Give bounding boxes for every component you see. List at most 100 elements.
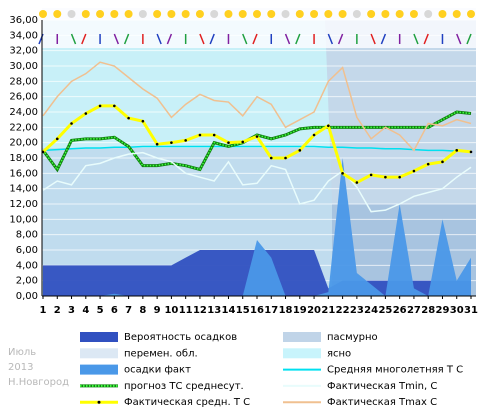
x-tick-label: 7	[125, 305, 132, 316]
wind-arrow	[413, 33, 419, 45]
sun-icon	[281, 10, 290, 18]
y-tick-label: 24,00	[9, 107, 38, 118]
y-tick-label: 14,00	[9, 184, 38, 195]
x-tick-label: 12	[193, 305, 207, 316]
x-tick-label: 6	[111, 305, 118, 316]
wind-arrow	[70, 33, 77, 45]
point	[184, 139, 187, 142]
sun-icon	[238, 10, 247, 18]
sun-icon	[39, 10, 47, 18]
wind-arrow	[199, 33, 205, 45]
x-tick-label: 1	[40, 305, 47, 316]
legend-swatch	[80, 332, 118, 342]
point	[84, 112, 88, 115]
legend-swatch	[283, 348, 321, 359]
x-tick-label: 11	[179, 305, 193, 316]
point	[227, 141, 230, 144]
x-tick-label: 29	[436, 305, 450, 316]
sun-icon	[224, 10, 233, 18]
sun-icon	[324, 10, 333, 18]
note-city: Н.Новгород	[8, 377, 69, 388]
point	[141, 119, 145, 123]
y-tick-label: 2,00	[16, 276, 38, 287]
wind-arrow	[370, 33, 376, 45]
x-tick-label: 13	[207, 305, 221, 316]
y-tick-label: 20,00	[9, 138, 38, 149]
x-tick-label: 16	[250, 305, 264, 316]
point	[469, 150, 473, 154]
sun-icon	[153, 10, 162, 18]
x-tick-label: 14	[222, 305, 236, 316]
legend-label: прогноз ТС среднесут.	[124, 381, 244, 392]
legend-swatch	[283, 332, 321, 342]
y-tick-label: 32,00	[9, 46, 38, 57]
wind-arrow	[81, 33, 87, 45]
point	[412, 169, 416, 173]
wind-arrow	[423, 33, 429, 45]
y-tick-label: 26,00	[9, 92, 38, 103]
point	[113, 104, 116, 108]
legend-label: Фактическая Tmax C	[327, 397, 437, 408]
note-month: Июль	[8, 347, 36, 358]
point	[284, 156, 287, 160]
y-tick-label: 16,00	[9, 168, 38, 179]
sun-icon	[295, 10, 304, 18]
sun-icon	[110, 10, 119, 18]
wind-arrow	[337, 33, 344, 45]
sun-icon	[381, 10, 390, 18]
wind-arrow	[123, 33, 130, 45]
legend-label: Средняя многолетняя Т С	[327, 365, 463, 376]
x-tick-label: 18	[279, 305, 293, 316]
sun-icon	[338, 10, 347, 18]
x-tick-label: 22	[336, 305, 350, 316]
x-tick-label: 23	[350, 305, 364, 316]
wind-arrow	[252, 33, 258, 45]
sun-icon	[395, 10, 404, 18]
sun-icon	[81, 10, 90, 18]
sun-icon	[467, 10, 475, 18]
y-tick-label: 28,00	[9, 76, 38, 87]
y-tick-label: 6,00	[16, 245, 38, 256]
sun-icon	[53, 10, 62, 18]
legend-swatch	[80, 364, 118, 375]
sun-icon	[452, 10, 461, 18]
sun-icon	[210, 10, 219, 18]
line	[42, 61, 472, 152]
legend-swatch	[80, 348, 118, 359]
point	[98, 104, 102, 108]
wind-arrow	[113, 33, 120, 45]
wind-arrow	[284, 33, 291, 45]
legend-label: Вероятность осадков	[124, 332, 237, 343]
wind-arrow	[242, 33, 248, 45]
sun-icon	[352, 10, 361, 18]
y-tick-label: 12,00	[9, 199, 38, 210]
point	[441, 160, 444, 164]
y-tick-label: 8,00	[16, 230, 38, 241]
point	[426, 162, 430, 166]
x-tick-label: 9	[154, 305, 161, 316]
point	[127, 116, 130, 120]
line	[42, 145, 472, 153]
y-tick-label: 22,00	[9, 122, 38, 133]
x-tick-label: 4	[82, 305, 89, 316]
point	[269, 156, 273, 160]
wind-arrow	[380, 33, 387, 45]
point	[455, 149, 459, 152]
legend-label: ясно	[327, 348, 351, 359]
point	[298, 149, 302, 152]
y-tick-label: 10,00	[9, 214, 38, 225]
x-tick-label: 28	[421, 305, 435, 316]
point	[155, 142, 159, 146]
x-tick-label: 20	[307, 305, 321, 316]
marks	[41, 61, 473, 296]
sun-icon	[167, 10, 176, 18]
sun-icon	[67, 10, 76, 18]
x-tick-label: 8	[139, 305, 146, 316]
wind-arrow	[327, 33, 334, 45]
x-tick-label: 17	[264, 305, 278, 316]
sun-icon	[253, 10, 261, 18]
point	[398, 175, 401, 179]
point	[55, 137, 59, 141]
y-tick-label: 18,00	[9, 153, 38, 164]
